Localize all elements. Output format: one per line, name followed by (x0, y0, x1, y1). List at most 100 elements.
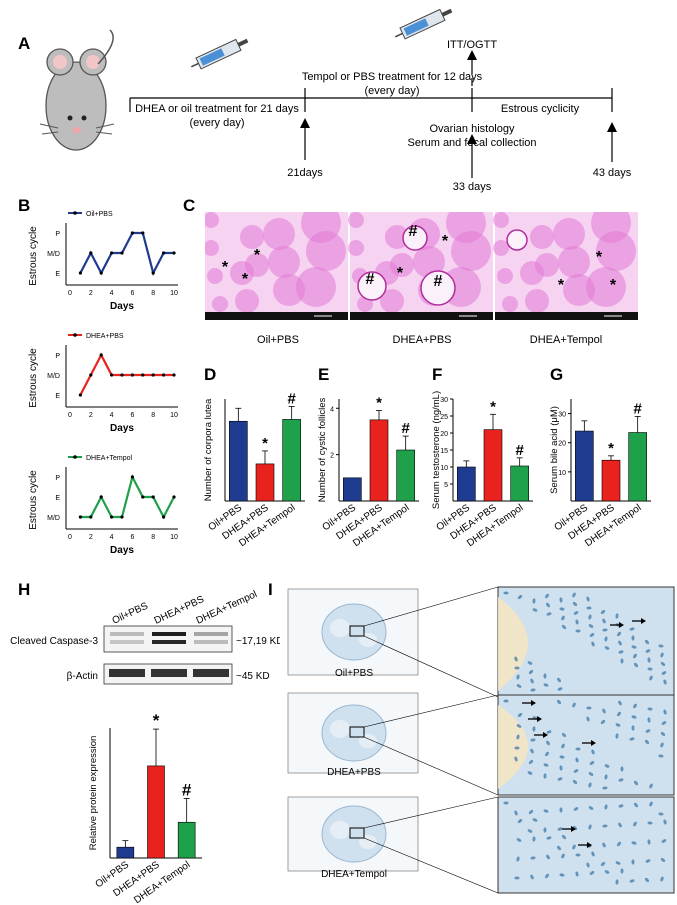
cell-nucleus (516, 856, 520, 862)
significance-mark: # (287, 390, 296, 407)
cell-nucleus (588, 614, 592, 620)
cell-nucleus (517, 818, 523, 824)
data-point (130, 373, 134, 377)
band (194, 632, 228, 636)
cell-nucleus (530, 688, 536, 692)
cell-nucleus (557, 827, 563, 831)
cell-nucleus (604, 774, 608, 780)
tissue-blob (493, 212, 509, 228)
tempol-treatment-sub: (every day) (364, 85, 419, 97)
tissue-blob (205, 212, 219, 228)
cell-nucleus (588, 824, 592, 830)
significance-mark: # (182, 780, 192, 799)
cell-nucleus (631, 859, 635, 865)
x-tick-label: 8 (151, 534, 155, 541)
cell-nucleus (631, 841, 637, 845)
cell-nucleus (633, 662, 639, 668)
cell-nucleus (559, 873, 565, 877)
cell-nucleus (602, 786, 608, 790)
band (152, 632, 186, 636)
data-point (110, 515, 114, 519)
cell-nucleus (559, 607, 565, 611)
cell-nucleus (615, 613, 619, 619)
x-tick-label: 10 (170, 290, 178, 297)
zoom-line (363, 736, 499, 796)
cell-nucleus (543, 673, 547, 679)
data-point (110, 251, 114, 255)
y-tick-label: P (55, 231, 60, 238)
cell-nucleus (602, 708, 606, 714)
tissue-blob (263, 218, 295, 250)
cell-nucleus (546, 612, 552, 616)
tissue-blob (385, 225, 409, 249)
cell-nucleus (516, 674, 520, 680)
tissue-blob (502, 296, 518, 312)
data-point (141, 495, 145, 499)
arrow-head (619, 622, 624, 628)
cell-nucleus (604, 646, 610, 650)
cell-nucleus (618, 778, 624, 782)
legend-marker (73, 211, 77, 215)
band (194, 640, 228, 644)
data-point (78, 393, 82, 397)
cell-nucleus (644, 739, 650, 745)
cell-nucleus (647, 717, 651, 723)
cell-nucleus (561, 615, 565, 621)
cell-nucleus (660, 731, 666, 737)
y-tick-label: 2 (330, 453, 334, 460)
cell-nucleus (514, 756, 518, 762)
y-tick-label: M/D (47, 373, 60, 380)
cell-nucleus (649, 801, 653, 807)
x-tick-label: 0 (68, 412, 72, 419)
zoom-line (363, 694, 499, 728)
arrow-head (531, 700, 536, 706)
cell-nucleus (616, 631, 622, 637)
data-point (162, 515, 166, 519)
scale-bar-strip (495, 312, 638, 320)
x-tick-label: 6 (130, 412, 134, 419)
cell-nucleus (591, 851, 595, 857)
y-axis-label: Serum testosterone (ng/mL) (431, 391, 442, 509)
y-tick-label: E (55, 495, 60, 502)
x-tick-label: 6 (130, 534, 134, 541)
data-point (120, 373, 124, 377)
cell-nucleus (645, 859, 651, 863)
bar (510, 465, 529, 502)
y-tick-label: 30 (558, 412, 566, 419)
data-point (89, 373, 93, 377)
data-point (120, 251, 124, 255)
histology-mark: # (366, 271, 375, 288)
bar (628, 432, 647, 502)
histology-label-oil: Oil+PBS (257, 334, 299, 346)
ihc-label: Oil+PBS (335, 668, 373, 679)
cell-nucleus (660, 652, 664, 658)
itt-ogtt-label: ITT/OGTT (447, 39, 497, 51)
bar-chart-g: 102030Oil+PBS*DHEA+PBS#DHEA+TempolSerum … (549, 399, 651, 549)
cell-nucleus (546, 730, 552, 734)
cell-nucleus (559, 755, 565, 759)
cystic-follicle (357, 271, 387, 301)
tissue-blob (205, 240, 219, 256)
ihc-frame (497, 796, 675, 894)
bar-chart-f: 51015202530Oil+PBS*DHEA+PBS#DHEA+TempolS… (431, 391, 533, 549)
cell-nucleus (644, 639, 650, 645)
histology-label-tempol: DHEA+Tempol (529, 334, 603, 346)
cell-nucleus (588, 782, 592, 788)
cell-nucleus (629, 627, 635, 631)
cell-nucleus (575, 757, 579, 763)
band (151, 669, 187, 677)
zoom-box (349, 726, 365, 738)
x-tick-label: 0 (68, 534, 72, 541)
cell-nucleus (516, 734, 520, 740)
day-33-label: 33 days (453, 181, 492, 193)
cell-nucleus (572, 601, 578, 607)
data-point (151, 495, 155, 499)
tissue-blob (306, 231, 346, 271)
y-tick-label: E (55, 271, 60, 278)
cell-nucleus (660, 857, 666, 863)
tissue-blob (268, 246, 300, 278)
y-axis-label: Estrous cycle (28, 470, 39, 530)
